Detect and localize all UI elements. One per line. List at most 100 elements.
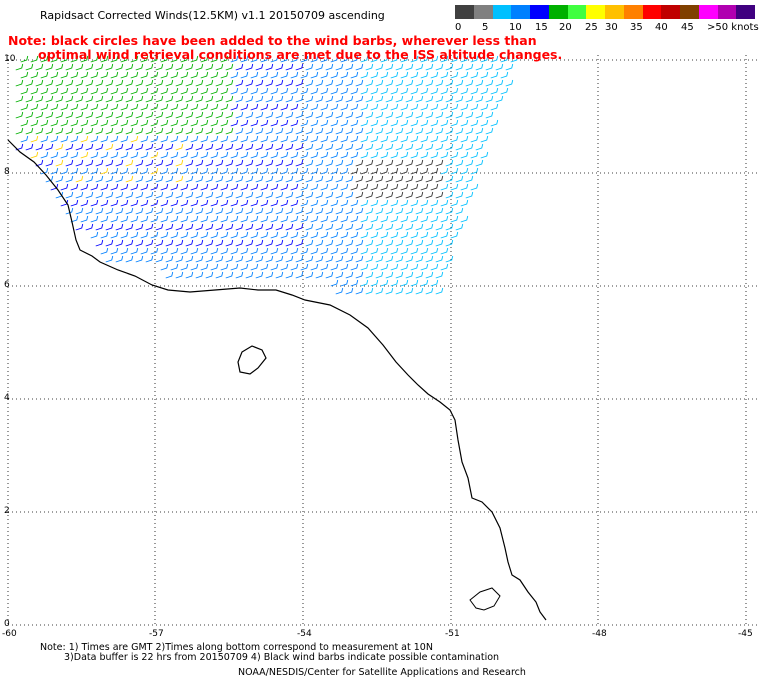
wind-barb (85, 191, 94, 199)
wind-barb (40, 87, 49, 95)
wind-barb (170, 215, 179, 223)
wind-barb (450, 151, 459, 159)
wind-barb (40, 71, 49, 79)
wind-barb (480, 151, 489, 159)
wind-barb (25, 95, 34, 103)
wind-barb (395, 255, 404, 263)
wind-barb (430, 199, 439, 207)
wind-barb (200, 151, 209, 159)
wind-barb (325, 223, 334, 231)
wind-barb (305, 79, 314, 87)
wind-barb (160, 167, 169, 175)
wind-barb (200, 87, 209, 95)
wind-barb (35, 63, 44, 71)
wind-barb (180, 167, 189, 175)
wind-barb (215, 79, 224, 87)
wind-barb (60, 183, 69, 191)
wind-barb (435, 271, 444, 279)
legend-label: 35 (630, 22, 643, 33)
wind-barb (170, 231, 179, 239)
wind-barb (115, 191, 124, 199)
wind-barb (475, 95, 484, 103)
wind-barb (220, 231, 229, 239)
wind-barb (60, 151, 69, 159)
wind-barb (200, 199, 209, 207)
wind-barb (265, 79, 274, 87)
wind-barb (385, 63, 394, 71)
wind-barb (465, 143, 474, 151)
wind-barb (270, 71, 279, 79)
wind-barb (110, 247, 119, 255)
wind-barb (195, 79, 204, 87)
wind-barb (405, 207, 414, 215)
wind-barb (350, 279, 359, 287)
wind-barb (230, 71, 239, 79)
wind-barb (430, 103, 439, 111)
wind-barb (215, 63, 224, 71)
wind-barb (30, 119, 39, 127)
wind-barb (220, 151, 229, 159)
wind-barb (340, 231, 349, 239)
wind-barb (370, 119, 379, 127)
wind-barb (185, 79, 194, 87)
wind-barb (120, 183, 129, 191)
wind-barb (360, 119, 369, 127)
wind-barb (485, 79, 494, 87)
wind-barb (420, 119, 429, 127)
wind-barb (240, 231, 249, 239)
wind-barb (220, 199, 229, 207)
latitude-label: 2 (4, 506, 10, 516)
wind-barb (460, 135, 469, 143)
wind-barb (230, 135, 239, 143)
wind-barb (275, 191, 284, 199)
wind-barb (355, 79, 364, 87)
note-line-2: optimal wind retrieval conditions are me… (38, 47, 563, 62)
legend-color-bar (455, 5, 755, 19)
legend-swatch (511, 5, 530, 19)
wind-barb (100, 215, 109, 223)
wind-barb (375, 287, 384, 295)
wind-barb (100, 247, 109, 255)
wind-barb (110, 103, 119, 111)
wind-barb (25, 79, 34, 87)
wind-barb (60, 167, 69, 175)
wind-barb (95, 223, 104, 231)
wind-barb (375, 143, 384, 151)
wind-barb (395, 79, 404, 87)
wind-barb (295, 111, 304, 119)
wind-barb (305, 111, 314, 119)
wind-barb (210, 87, 219, 95)
wind-barb (220, 183, 229, 191)
wind-barb (55, 95, 64, 103)
wind-barb (435, 95, 444, 103)
wind-barb (280, 263, 289, 271)
wind-barb (75, 63, 84, 71)
wind-barb (140, 119, 149, 127)
wind-barb (110, 87, 119, 95)
wind-barb (275, 63, 284, 71)
wind-barb (455, 175, 464, 183)
wind-barb (290, 55, 299, 63)
wind-barb (470, 151, 479, 159)
wind-barb (305, 223, 314, 231)
wind-barb (100, 103, 109, 111)
wind-barb (100, 87, 109, 95)
wind-barb (465, 63, 474, 71)
legend-swatch (736, 5, 755, 19)
wind-barb (160, 183, 169, 191)
wind-barb (80, 103, 89, 111)
wind-barb (250, 167, 259, 175)
wind-barb (135, 239, 144, 247)
wind-barb (275, 239, 284, 247)
wind-barb (185, 175, 194, 183)
wind-barb (205, 143, 214, 151)
wind-barb (320, 199, 329, 207)
wind-barb (50, 55, 59, 63)
wind-barb (350, 167, 359, 175)
wind-barb (480, 135, 489, 143)
wind-barb (485, 111, 494, 119)
wind-barb (145, 191, 154, 199)
wind-barb (240, 167, 249, 175)
wind-barb (60, 87, 69, 95)
wind-barb (435, 239, 444, 247)
